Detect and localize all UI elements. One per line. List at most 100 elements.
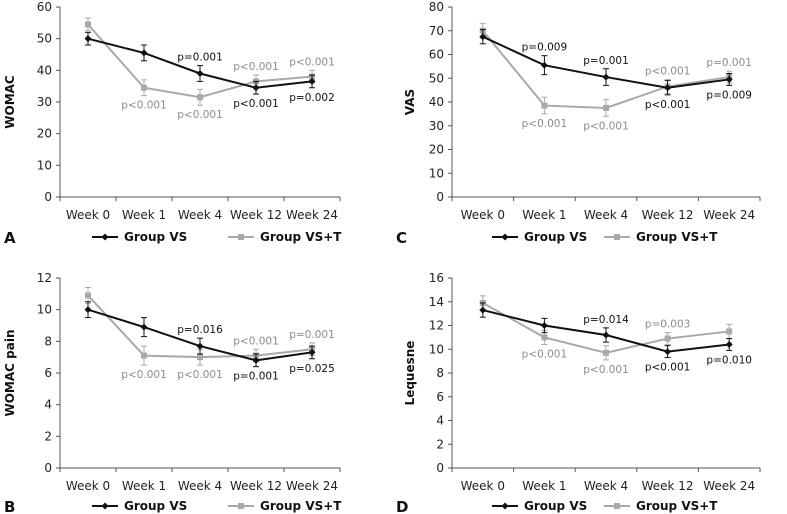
p-value-annotation: p=0.009: [522, 42, 568, 54]
legend-marker-group-vs: [501, 233, 509, 241]
chart-panel-c: 0 10 20 30 40 50 60 70 80 Week 0 Week 1 Week 4 Week …: [396, 0, 761, 247]
data-point: [141, 352, 147, 359]
panel-label: C: [396, 229, 407, 247]
p-value-annotation: p<0.001: [177, 369, 223, 381]
x-tick-label: Week 12: [642, 208, 694, 222]
y-tick-label: 80: [429, 0, 444, 14]
y-tick-label: 40: [429, 95, 444, 109]
y-axis-label: WOMAC: [3, 75, 17, 129]
legend-label-group-vs-t: Group VS+T: [636, 499, 718, 513]
data-point: [603, 104, 609, 111]
legend-label-group-vs-t: Group VS+T: [260, 499, 342, 513]
p-value-annotation: p<0.001: [583, 120, 629, 132]
x-tick-label: Week 0: [461, 208, 505, 222]
y-axis-label: VAS: [403, 89, 417, 115]
data-point: [140, 323, 148, 331]
y-tick-label: 20: [37, 127, 52, 141]
data-point: [85, 292, 91, 299]
x-tick-label: Week 12: [230, 208, 282, 222]
panel-label: A: [4, 229, 16, 247]
x-tick-label: Week 0: [66, 479, 110, 493]
legend-marker-group-vs-t: [614, 234, 620, 240]
p-value-annotation: p=0.001: [233, 371, 279, 383]
x-tick-label: Week 0: [461, 479, 505, 493]
y-tick-label: 12: [429, 319, 444, 333]
data-point: [197, 94, 203, 101]
y-tick-label: 4: [436, 414, 444, 428]
legend-marker-group-vs: [101, 233, 109, 241]
y-tick-label: 10: [37, 158, 52, 172]
data-point: [541, 334, 548, 341]
p-value-annotation: p<0.001: [645, 99, 691, 111]
data-point: [602, 73, 610, 81]
x-tick-label: Week 12: [642, 479, 694, 493]
data-point: [252, 84, 260, 92]
p-value-annotation: p<0.001: [233, 61, 279, 73]
data-point: [541, 102, 548, 109]
legend-marker-group-vs: [101, 502, 109, 510]
p-value-annotation: p=0.016: [177, 324, 223, 336]
p-value-annotation: p<0.001: [121, 100, 167, 112]
x-tick-label: Week 4: [584, 479, 628, 493]
y-axis-label: Lequesne: [403, 341, 417, 406]
y-tick-label: 16: [429, 271, 444, 285]
data-point: [196, 342, 204, 350]
x-tick-label: Week 24: [703, 479, 755, 493]
p-value-annotation: p<0.001: [522, 349, 568, 361]
y-tick-label: 30: [37, 95, 52, 109]
p-value-annotation: p=0.001: [706, 57, 752, 69]
data-point: [602, 331, 610, 339]
y-tick-label: 10: [37, 303, 52, 317]
x-tick-label: Week 24: [286, 479, 338, 493]
p-value-annotation: p<0.001: [583, 364, 629, 376]
legend-label-group-vs-t: Group VS+T: [260, 230, 342, 244]
y-tick-label: 50: [429, 71, 444, 85]
data-point: [196, 70, 204, 77]
p-value-annotation: p<0.001: [522, 118, 568, 130]
p-value-annotation: p=0.001: [289, 329, 335, 341]
p-value-annotation: p=0.014: [583, 314, 629, 326]
chart-panel-d: 0 2 4 6 8 10 12 14 16 Week 0 Week 1 Week 4 Week 12 We…: [396, 271, 761, 514]
p-value-annotation: p=0.001: [177, 52, 223, 64]
y-tick-label: 0: [44, 190, 52, 204]
p-value-annotation: p=0.010: [706, 354, 752, 366]
data-point: [308, 348, 316, 356]
x-tick-label: Week 1: [122, 479, 166, 493]
data-point: [664, 335, 671, 342]
p-value-annotation: p=0.003: [645, 319, 691, 331]
y-tick-label: 60: [429, 48, 444, 62]
legend-label-group-vs: Group VS: [524, 499, 587, 513]
legend-label-group-vs: Group VS: [524, 230, 587, 244]
y-tick-label: 10: [429, 342, 444, 356]
x-tick-label: Week 1: [522, 208, 566, 222]
chart-panel-b: 0 2 4 6 8 10 12 Week 0 Week 1 Week 4 Week 12 Week 2…: [3, 271, 342, 514]
data-point: [664, 348, 672, 356]
x-tick-label: Week 24: [286, 208, 338, 222]
p-value-annotation: p=0.002: [289, 92, 335, 104]
p-value-annotation: p<0.001: [645, 362, 691, 374]
y-tick-label: 14: [429, 295, 444, 309]
y-tick-label: 8: [44, 334, 52, 348]
y-tick-label: 0: [436, 190, 444, 204]
legend-marker-group-vs-t: [614, 503, 620, 509]
y-tick-label: 6: [44, 366, 52, 380]
data-point: [540, 322, 548, 329]
legend-marker-group-vs-t: [238, 503, 244, 509]
y-tick-label: 8: [436, 366, 444, 380]
data-point: [726, 328, 733, 335]
data-point: [308, 77, 316, 85]
data-point: [141, 84, 147, 91]
data-point: [140, 49, 148, 57]
y-tick-label: 70: [429, 24, 444, 38]
p-value-annotation: p<0.001: [177, 109, 223, 121]
x-tick-label: Week 4: [584, 208, 628, 222]
y-tick-label: 4: [44, 398, 52, 412]
y-axis-label: WOMAC pain: [3, 330, 17, 417]
x-tick-label: Week 24: [703, 208, 755, 222]
data-point: [197, 354, 203, 361]
legend-label-group-vs-t: Group VS+T: [636, 230, 718, 244]
y-tick-label: 2: [44, 429, 52, 443]
data-point: [725, 75, 733, 83]
p-value-annotation: p<0.001: [289, 56, 335, 68]
p-value-annotation: p<0.001: [645, 65, 691, 77]
